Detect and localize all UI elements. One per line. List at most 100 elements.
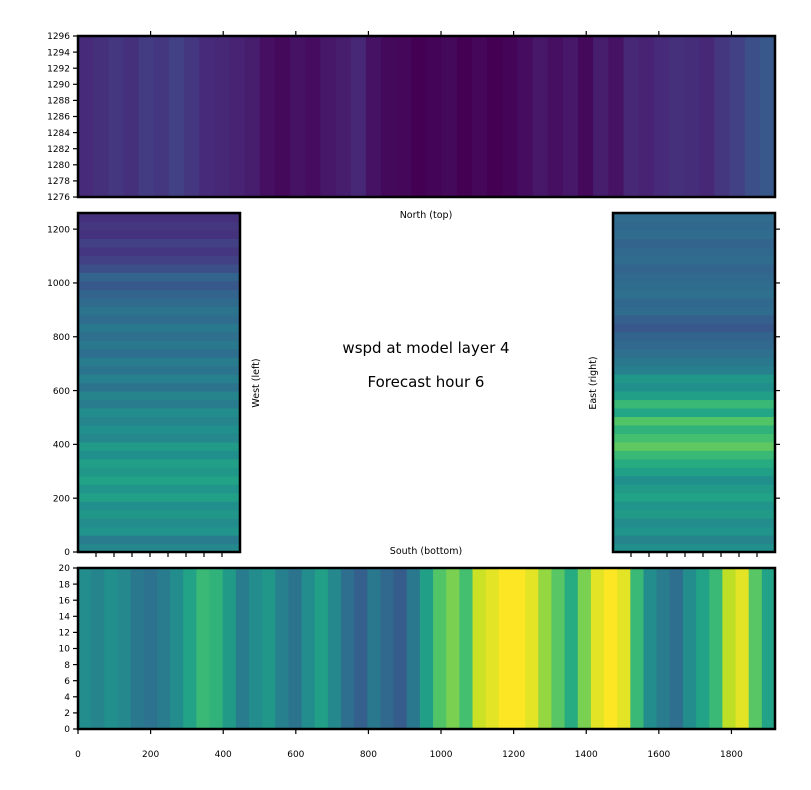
south-heatmap-cell — [433, 568, 447, 729]
east-heatmap-cell — [613, 365, 775, 375]
west-heatmap-cell — [78, 518, 240, 528]
north-heatmap-cell — [699, 36, 715, 197]
north-heatmap-cell — [153, 36, 170, 197]
east-heatmap-cell — [613, 357, 775, 367]
north-panel-xlabel: North (top) — [400, 210, 453, 221]
south-heatmap-cell — [156, 568, 171, 729]
south-heatmap-cell — [656, 568, 671, 729]
south-heatmap-cell — [301, 568, 316, 729]
south-heatmap-cell — [91, 568, 105, 729]
north-ytick-label: 1278 — [47, 177, 70, 187]
east-heatmap-cell — [613, 306, 775, 316]
north-heatmap-cell — [335, 36, 352, 197]
south-xtick-label: 1200 — [502, 750, 525, 760]
south-heatmap-cell — [262, 568, 276, 729]
west-heatmap-cell — [78, 416, 240, 426]
north-heatmap-cell — [93, 36, 109, 197]
north-heatmap-cell — [562, 36, 579, 197]
east-heatmap-cell — [613, 263, 775, 273]
north-heatmap-cell — [290, 36, 306, 197]
figure-title-line1: wspd at model layer 4 — [342, 339, 509, 357]
north-heatmap-cell — [274, 36, 291, 197]
south-heatmap-cell — [248, 568, 263, 729]
north-heatmap-cell — [623, 36, 640, 197]
south-heatmap-cell — [380, 568, 395, 729]
south-heatmap-cell — [459, 568, 474, 729]
south-ytick-label: 20 — [59, 564, 71, 574]
north-heatmap-cell — [381, 36, 397, 197]
south-heatmap-cell — [130, 568, 145, 729]
south-heatmap-cell — [498, 568, 513, 729]
south-heatmap-cell — [696, 568, 710, 729]
east-heatmap-cell — [613, 340, 775, 350]
west-heatmap-cell — [78, 433, 240, 443]
south-xtick-label: 1600 — [647, 750, 670, 760]
north-heatmap-cell — [487, 36, 503, 197]
north-heatmap-cell — [78, 36, 94, 197]
west-heatmap-cell — [78, 526, 240, 536]
east-heatmap-cell — [613, 390, 775, 401]
south-heatmap-cell — [748, 568, 763, 729]
north-heatmap-cell — [744, 36, 761, 197]
south-heatmap-cell — [78, 568, 92, 729]
south-ytick-label: 18 — [59, 580, 71, 590]
east-panel — [611, 211, 780, 557]
south-heatmap-cell — [367, 568, 382, 729]
north-heatmap-cell — [396, 36, 412, 197]
west-heatmap-cell — [78, 280, 240, 290]
west-ytick-label: 1000 — [47, 279, 70, 289]
south-xtick-label: 1400 — [575, 750, 598, 760]
north-heatmap-cell — [426, 36, 443, 197]
north-heatmap-cell — [168, 36, 185, 197]
south-heatmap-cell — [617, 568, 631, 729]
west-heatmap-cell — [78, 348, 240, 358]
west-heatmap-cell — [78, 357, 240, 367]
west-heatmap-cell — [78, 323, 240, 333]
north-ytick-label: 1296 — [47, 32, 70, 42]
south-heatmap-cell — [682, 568, 697, 729]
south-heatmap-cell — [564, 568, 579, 729]
south-heatmap-cell — [525, 568, 539, 729]
south-heatmap-cell — [735, 568, 750, 729]
west-frame — [76, 211, 242, 554]
south-heatmap-cell — [341, 568, 355, 729]
east-heatmap-cell — [613, 492, 775, 502]
south-xtick-label: 200 — [142, 750, 159, 760]
north-ytick-label: 1276 — [47, 193, 70, 203]
north-heatmap-cell — [759, 36, 776, 197]
east-heatmap-cell — [613, 501, 775, 511]
west-ytick-label: 0 — [64, 548, 70, 558]
north-heatmap-cell — [441, 36, 458, 197]
west-heatmap-cell — [78, 475, 240, 485]
south-xtick-label: 600 — [287, 750, 304, 760]
figure-title-line2: Forecast hour 6 — [368, 373, 485, 391]
east-heatmap-cell — [613, 399, 775, 409]
east-heatmap-cell — [613, 509, 775, 519]
south-ytick-label: 4 — [64, 693, 70, 703]
north-heatmap-cell — [638, 36, 655, 197]
south-heatmap-cell — [288, 568, 303, 729]
west-ytick-label: 400 — [53, 441, 70, 451]
east-heatmap-cell — [613, 382, 775, 392]
south-xtick-label: 800 — [360, 750, 377, 760]
south-heatmap-cell — [472, 568, 487, 729]
east-heatmap-cell — [613, 450, 775, 460]
west-heatmap-cell — [78, 424, 240, 434]
west-panel: 0 200 400 600 800 1000 1200 — [47, 211, 242, 558]
west-heatmap-cell — [78, 289, 240, 299]
south-heatmap-cell — [722, 568, 737, 729]
south-heatmap-cell — [104, 568, 119, 729]
south-heatmap-cell — [604, 568, 618, 729]
west-heatmap-cell — [78, 390, 240, 401]
north-heatmap-cell — [456, 36, 473, 197]
north-heatmap-cell — [259, 36, 276, 197]
west-ytick-label: 200 — [53, 494, 70, 504]
west-heatmap-cell — [78, 509, 240, 519]
west-heatmap-cell — [78, 246, 240, 256]
south-heatmap-cell — [209, 568, 224, 729]
west-panel-ylabel: West (left) — [251, 358, 262, 407]
south-xtick-label: 0 — [75, 750, 81, 760]
south-heatmap-cell — [170, 568, 184, 729]
south-heatmap-cell — [551, 568, 566, 729]
west-heatmap-cell — [78, 314, 240, 324]
